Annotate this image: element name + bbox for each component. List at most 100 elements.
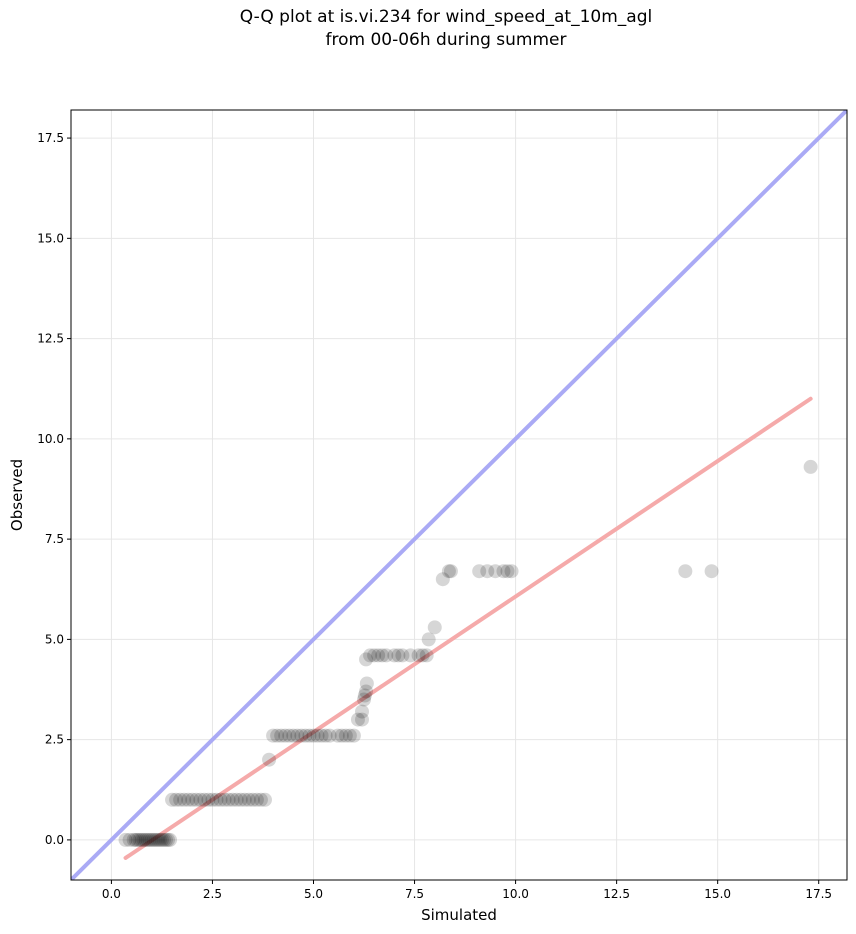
data-point [229,792,244,807]
data-point [237,792,252,807]
data-point [294,728,309,743]
data-point [355,712,369,727]
data-point [387,648,402,663]
data-point [138,832,153,847]
y-tick-label: 17.5 [37,131,64,145]
data-point [213,792,228,807]
data-point [480,564,495,579]
data-point [403,648,418,663]
data-point [169,792,184,807]
x-tick-label: 10.0 [502,887,529,901]
data-point [156,832,171,847]
data-point [318,728,333,743]
data-point [185,792,200,807]
data-point [415,648,430,663]
data-point [314,728,329,743]
data-point [233,792,248,807]
y-tick-label: 2.5 [45,733,64,747]
x-tick-label: 7.5 [405,887,424,901]
data-point [363,648,378,663]
y-tick-label: 10.0 [37,432,64,446]
y-tick-label: 15.0 [37,231,64,245]
x-tick-label: 17.5 [805,887,832,901]
y-tick-label: 0.0 [45,833,64,847]
x-tick-label: 15.0 [704,887,731,901]
data-point [201,792,216,807]
data-point [504,564,519,579]
data-point [163,832,178,847]
data-point [379,648,394,663]
identity-line [71,110,847,880]
x-axis-ticks: 0.0 2.5 5.0 7.5 10.0 12.5 15.0 17.5 [102,880,832,901]
data-point [441,564,456,579]
data-point [704,564,719,579]
data-point [803,459,818,474]
data-point [154,832,169,847]
y-tick-label: 7.5 [45,532,64,546]
data-point [496,564,511,579]
y-axis-ticks: 0.0 2.5 5.0 7.5 10.0 12.5 15.0 17.5 [37,131,71,847]
data-point [173,792,188,807]
data-point [128,832,143,847]
x-tick-label: 0.0 [102,887,121,901]
data-point [472,564,487,579]
data-point [217,792,232,807]
data-point [357,688,372,703]
data-point [144,832,159,847]
data-point [158,832,173,847]
data-point [146,832,161,847]
data-point [302,728,317,743]
data-point [421,632,436,647]
data-point [286,728,301,743]
data-point [134,832,149,847]
data-point [209,792,224,807]
data-point [274,728,289,743]
data-point [359,676,374,691]
y-tick-label: 12.5 [37,332,64,346]
data-point [371,648,386,663]
data-point [122,832,137,847]
fit-line [123,396,813,860]
data-point [262,752,277,767]
data-point [177,792,192,807]
data-point [140,832,155,847]
y-tick-label: 5.0 [45,632,64,646]
data-point [395,648,410,663]
data-points [118,459,818,847]
x-tick-label: 5.0 [304,887,323,901]
chart-title-line-2: from 00-06h during summer [325,30,567,50]
y-axis-label: Observed [8,459,26,531]
data-point [253,792,268,807]
data-point [258,792,272,807]
data-point [193,792,208,807]
data-point [330,728,345,743]
data-point [241,792,256,807]
data-point [367,648,382,663]
data-point [266,728,281,743]
data-point [205,792,220,807]
data-point [338,728,353,743]
data-point [165,792,180,807]
data-point [419,648,434,663]
data-point [391,648,406,663]
x-tick-label: 12.5 [603,887,630,901]
data-point [282,728,297,743]
data-point [355,704,369,719]
data-point [678,564,693,579]
data-point [310,728,325,743]
x-axis-label: Simulated [421,906,497,924]
data-point [142,832,157,847]
data-point [152,832,167,847]
data-point [411,648,426,663]
data-point [136,832,151,847]
data-point [118,832,133,847]
data-point [249,792,264,807]
x-tick-label: 2.5 [203,887,222,901]
data-point [290,728,305,743]
data-point [306,728,321,743]
data-point [270,728,285,743]
data-point [298,728,313,743]
data-point [488,564,503,579]
data-point [161,832,175,847]
data-point [245,792,260,807]
